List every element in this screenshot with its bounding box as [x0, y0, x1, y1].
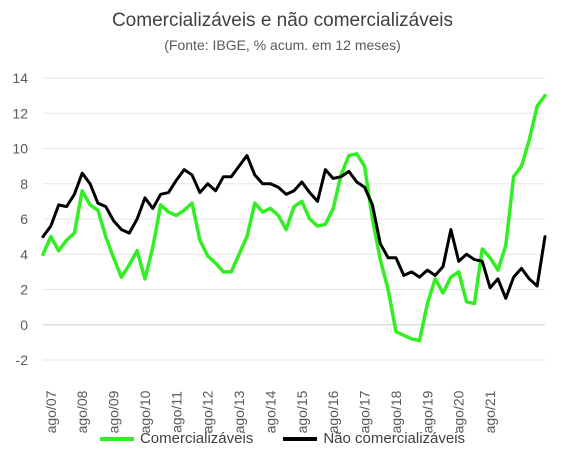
chart-subtitle: (Fonte: IBGE, % acum. em 12 meses) [164, 37, 401, 53]
legend-swatch-comercializaveis [99, 436, 134, 441]
x-tick-label: ago/20 [451, 390, 467, 433]
y-axis-ticks: -2 0 2 4 6 8 10 12 14 [12, 70, 28, 368]
x-tick-label: ago/15 [294, 390, 310, 433]
y-tick-label: 12 [12, 105, 28, 121]
x-tick-label: ago/10 [137, 390, 153, 433]
legend-label-nao-comercializaveis: Não comercializáveis [323, 430, 466, 447]
legend-item-comercializaveis: Comercializáveis [99, 430, 254, 447]
y-tick-label: -2 [16, 352, 29, 368]
y-tick-label: 6 [20, 211, 28, 227]
y-tick-label: 0 [20, 317, 28, 333]
series-line-comercializaveis [41, 93, 547, 343]
legend: Comercializáveis Não comercializáveis [0, 430, 565, 447]
x-tick-label: ago/21 [482, 390, 498, 433]
legend-label-comercializaveis: Comercializáveis [139, 430, 254, 447]
y-tick-label: 8 [20, 176, 28, 192]
legend-item-nao-comercializaveis: Não comercializáveis [283, 430, 465, 447]
x-tick-label: ago/11 [168, 391, 184, 433]
x-tick-label: ago/16 [325, 390, 341, 433]
x-tick-label: ago/07 [43, 390, 59, 433]
x-tick-label: ago/18 [388, 390, 404, 433]
series-line-nao-comercializaveis [41, 154, 547, 300]
y-tick-label: 10 [12, 141, 28, 157]
y-tick-label: 2 [20, 282, 28, 298]
x-tick-label: ago/19 [419, 390, 435, 433]
gridlines [43, 77, 545, 361]
x-tick-label: ago/09 [106, 390, 122, 433]
x-tick-label: ago/08 [74, 390, 90, 433]
x-tick-label: ago/17 [357, 390, 373, 433]
series-lines [41, 93, 547, 343]
legend-swatch-nao-comercializaveis [283, 436, 318, 441]
x-tick-label: ago/14 [262, 390, 278, 433]
y-tick-label: 4 [20, 246, 28, 262]
x-axis-ticks: ago/07 ago/08 ago/09 ago/10 ago/11 ago/12 ago/… [43, 390, 498, 433]
x-tick-label: ago/12 [200, 390, 216, 433]
y-tick-label: 14 [12, 70, 28, 86]
chart-title: Comercializáveis e não comercializáveis [111, 10, 454, 31]
x-tick-label: ago/13 [231, 390, 247, 433]
